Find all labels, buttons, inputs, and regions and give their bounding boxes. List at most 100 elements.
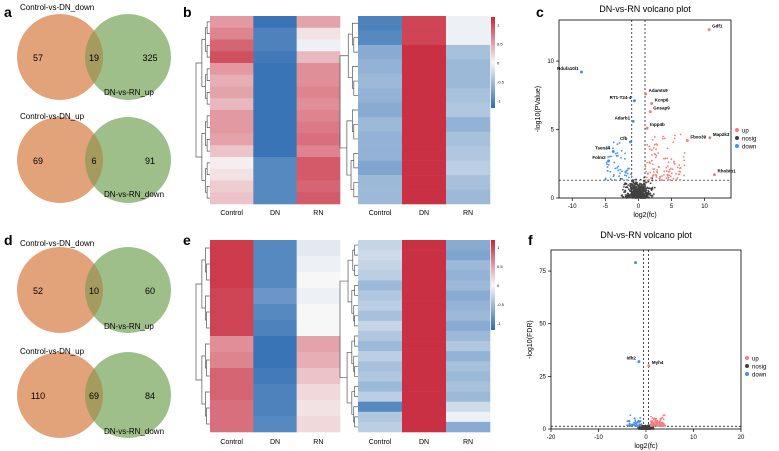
- up-point: [667, 178, 670, 181]
- down-point: [609, 178, 612, 181]
- nosig-point: [651, 186, 654, 189]
- heatmap-cell: [446, 290, 491, 301]
- down-point: [625, 171, 627, 174]
- nosig-point: [627, 194, 630, 197]
- nosig-point: [647, 180, 650, 183]
- gene-label: Cfb: [620, 136, 628, 141]
- nosig-point: [633, 185, 636, 188]
- heatmap-cell: [446, 160, 491, 176]
- down-point: [617, 169, 620, 172]
- heatmap-cell: [358, 411, 403, 423]
- down-point: [618, 175, 621, 178]
- nosig-point: [626, 192, 629, 195]
- up-point: [658, 177, 661, 179]
- heatmap-cell: [210, 256, 254, 273]
- up-point: [661, 137, 664, 140]
- down-point: [623, 174, 626, 176]
- down-point: [606, 169, 609, 172]
- heatmap-cell: [446, 260, 491, 271]
- nosig-point: [632, 181, 635, 184]
- heatmap-cell: [358, 330, 403, 342]
- nosig-point: [638, 194, 640, 197]
- heatmap-cell: [358, 341, 403, 352]
- heatmap-cell: [253, 51, 297, 64]
- dendrogram-branch: [205, 343, 210, 369]
- up-point: [656, 168, 659, 171]
- heatmap-cell: [358, 175, 403, 190]
- nosig-point: [637, 185, 640, 188]
- down-point: [620, 156, 622, 159]
- nosig-point: [624, 196, 627, 198]
- dendrogram-branch: [206, 115, 210, 128]
- gene-label: Adarb1: [615, 115, 631, 120]
- nosig-point: [631, 184, 634, 186]
- venn-left-count: 57: [33, 53, 43, 63]
- volcano-plots: DN-vs-RN volcano plot -10 -5 0 5 10 0 5 10 log2(f…: [527, 4, 766, 450]
- nosig-point: [636, 183, 639, 186]
- heatmap-cell: [253, 400, 297, 417]
- heatmap-cell: [402, 401, 447, 413]
- heatmap-cell: [296, 63, 341, 76]
- heatmap-cell: [210, 74, 254, 87]
- heatmap-cell: [446, 330, 491, 342]
- nosig-point: [629, 185, 632, 188]
- dendrogram-branch: [354, 416, 358, 428]
- down-point: [628, 422, 631, 425]
- nosig-point: [651, 179, 654, 182]
- heatmap-cell: [210, 168, 254, 181]
- up-point: [668, 174, 671, 177]
- colorbar-tick-label: 1: [497, 245, 500, 250]
- up-point: [645, 170, 647, 173]
- nosig-point: [641, 193, 644, 196]
- nosig-point: [638, 196, 641, 199]
- venn-left-count: 69: [33, 156, 43, 166]
- x-tick-label: -20: [547, 435, 556, 441]
- down-point: [610, 155, 612, 158]
- heatmap-cell: [446, 411, 491, 423]
- heatmap-cell: [402, 102, 447, 118]
- nosig-point: [642, 195, 644, 198]
- x-tick-label: 0: [637, 204, 641, 210]
- heatmap-cell: [402, 351, 447, 362]
- heatmap-cell: [253, 240, 297, 257]
- heatmap-cell: [446, 320, 491, 332]
- down-point: [634, 420, 637, 423]
- dendrogram-branch: [353, 355, 358, 372]
- x-tick-label: -5: [603, 204, 609, 210]
- nosig-point: [635, 195, 638, 198]
- heatmap-cell: [358, 44, 403, 60]
- heatmap-cell: [358, 391, 403, 402]
- heatmap-cell: [358, 401, 403, 413]
- heatmap-cell: [402, 381, 447, 392]
- heatmap-cell: [402, 330, 447, 342]
- down-point: [635, 422, 638, 424]
- labeled-point: [647, 364, 651, 368]
- down-point: [634, 425, 637, 428]
- heatmap-cell: [210, 192, 254, 205]
- heatmap-column-label: DN: [419, 210, 429, 217]
- up-point: [670, 172, 673, 175]
- nosig-point: [649, 182, 652, 185]
- heatmap-column-label: RN: [313, 210, 323, 217]
- legend-label: down: [752, 373, 766, 379]
- up-point: [665, 166, 668, 169]
- heatmap-cell: [253, 304, 297, 321]
- heatmap-cell: [358, 371, 403, 382]
- colorbar-tick-label: 0: [497, 283, 500, 288]
- dendrogram-branch: [206, 407, 210, 425]
- down-point: [629, 424, 632, 426]
- up-point: [652, 171, 655, 173]
- nosig-point: [632, 196, 634, 199]
- up-point: [661, 421, 664, 424]
- heatmap-cell: [253, 16, 297, 29]
- nosig-point: [642, 185, 645, 188]
- venn-3: Control-vs-DN_down DN-vs-RN_up 52 10 60: [17, 239, 171, 333]
- heatmap-cell: [210, 121, 254, 134]
- gene-label: Myh4: [652, 360, 664, 365]
- dendrogram-branch: [346, 352, 352, 404]
- heatmap-cell: [296, 86, 341, 99]
- heatmap-cell: [296, 98, 341, 111]
- heatmap-cell: [358, 16, 403, 31]
- volcano-title: DN-vs-RN volcano plot: [600, 230, 692, 240]
- nosig-point: [650, 427, 653, 430]
